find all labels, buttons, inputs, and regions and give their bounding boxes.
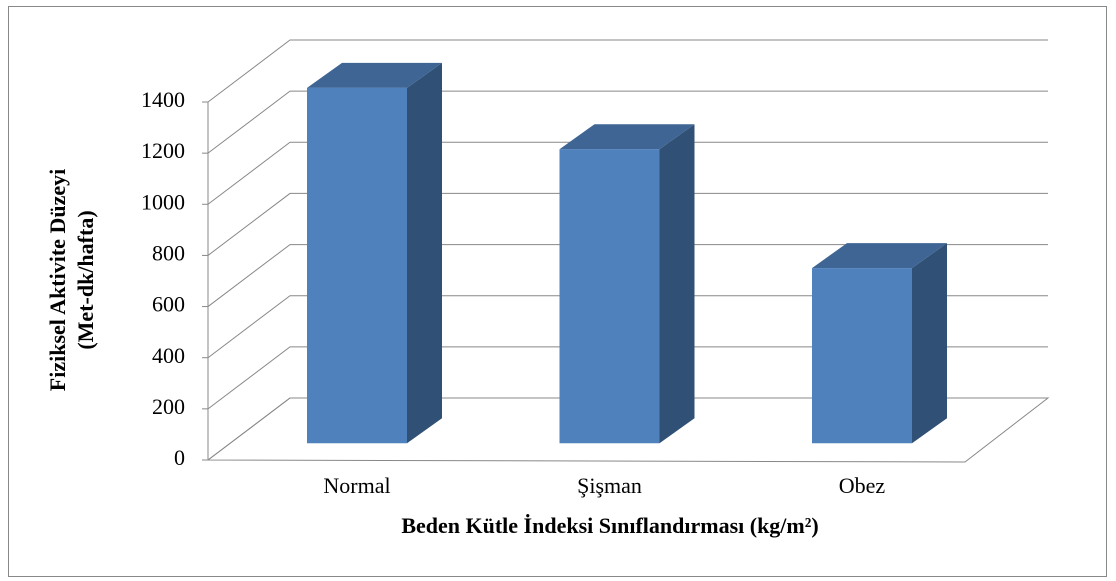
y-tick-label: 600 xyxy=(152,292,185,317)
grid-line xyxy=(207,90,1048,154)
x-tick-label: Şişman xyxy=(577,473,642,498)
x-tick-label: Obez xyxy=(839,473,886,498)
bar xyxy=(307,87,407,444)
grid-line xyxy=(207,39,1048,103)
grid-line xyxy=(207,244,1048,307)
bar-side xyxy=(659,124,695,444)
bar xyxy=(812,268,912,444)
y-tick-label: 1400 xyxy=(141,87,185,112)
grid-line xyxy=(207,346,1048,410)
bar-side xyxy=(407,62,442,444)
bar-top xyxy=(559,124,695,150)
bar xyxy=(559,149,660,444)
y-tick-label: 1000 xyxy=(141,189,185,214)
grid-line xyxy=(207,141,1048,205)
grid-line xyxy=(207,295,1048,359)
grid-line xyxy=(207,397,1048,461)
y-axis-title: Fiziksel Aktivite Düzeyi xyxy=(45,169,70,391)
x-tick-label: Normal xyxy=(323,473,390,498)
bar-top xyxy=(812,243,947,269)
y-tick-label: 800 xyxy=(152,240,185,265)
y-tick-label: 0 xyxy=(174,445,185,470)
bar-top xyxy=(307,62,442,88)
x-axis-title: Beden Kütle İndeksi Sınıflandırması (kg/… xyxy=(401,513,818,538)
bar-side xyxy=(912,243,947,444)
grid-line xyxy=(207,192,1048,256)
y-tick-label: 1200 xyxy=(141,138,185,163)
y-axis-title: (Met-dk/hafta) xyxy=(73,210,98,349)
y-tick-label: 200 xyxy=(152,394,185,419)
y-tick-label: 400 xyxy=(152,343,185,368)
